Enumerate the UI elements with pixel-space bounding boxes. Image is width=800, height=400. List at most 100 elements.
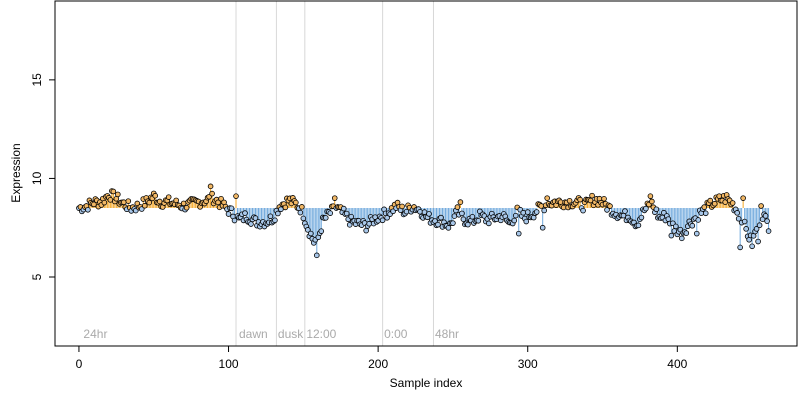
data-point bbox=[421, 209, 428, 215]
data-point bbox=[231, 217, 238, 224]
segment-dividers bbox=[235, 1, 434, 346]
data-point bbox=[693, 230, 700, 237]
data-point bbox=[282, 204, 289, 211]
data-point bbox=[762, 213, 769, 219]
data-point bbox=[665, 216, 672, 222]
data-point bbox=[577, 196, 583, 203]
data-point bbox=[538, 203, 544, 209]
data-point bbox=[695, 217, 702, 223]
data-point bbox=[716, 193, 723, 199]
data-point bbox=[735, 215, 742, 222]
data-point bbox=[753, 226, 760, 232]
data-point bbox=[450, 220, 456, 226]
data-point bbox=[460, 216, 467, 223]
data-point bbox=[541, 207, 547, 214]
segment-label: dusk bbox=[278, 327, 304, 341]
data-point bbox=[156, 198, 163, 205]
data-point bbox=[737, 244, 743, 251]
data-point bbox=[701, 204, 708, 210]
data-point bbox=[183, 204, 190, 211]
data-point bbox=[647, 193, 654, 199]
data-point bbox=[683, 230, 690, 236]
data-point bbox=[107, 197, 114, 203]
data-point bbox=[539, 224, 546, 231]
data-point bbox=[653, 206, 660, 213]
data-point bbox=[515, 230, 522, 237]
data-point bbox=[566, 197, 573, 204]
data-point bbox=[379, 217, 386, 224]
data-point bbox=[313, 252, 320, 259]
data-point bbox=[343, 210, 350, 217]
data-point bbox=[207, 183, 214, 190]
data-point bbox=[635, 222, 642, 229]
data-point bbox=[749, 243, 755, 250]
data-point bbox=[318, 228, 325, 234]
data-point bbox=[702, 210, 709, 217]
data-point bbox=[520, 209, 527, 216]
data-point bbox=[293, 199, 299, 206]
x-tick-label: 100 bbox=[219, 357, 239, 371]
data-point bbox=[228, 205, 235, 212]
segment-label: 24hr bbox=[83, 327, 107, 341]
data-point bbox=[252, 215, 259, 221]
data-point bbox=[215, 199, 221, 206]
data-point bbox=[165, 194, 172, 200]
x-tick-label: 200 bbox=[368, 357, 388, 371]
data-point bbox=[225, 211, 232, 217]
data-point bbox=[533, 209, 540, 215]
data-point bbox=[524, 209, 531, 215]
data-point bbox=[758, 203, 764, 209]
data-point bbox=[743, 226, 749, 232]
segment-label: 12:00 bbox=[306, 327, 336, 341]
plot-frame bbox=[54, 0, 798, 347]
data-point bbox=[399, 203, 405, 210]
x-axis-label: Sample index bbox=[390, 376, 463, 390]
data-point bbox=[622, 208, 628, 214]
y-tick-label: 10 bbox=[30, 171, 44, 185]
x-axis: 0 100 200 300 400 bbox=[76, 345, 688, 371]
data-point bbox=[734, 210, 740, 216]
data-point bbox=[740, 195, 746, 201]
data-point bbox=[101, 199, 108, 206]
data-point bbox=[711, 200, 718, 207]
data-point bbox=[469, 213, 476, 220]
data-point bbox=[233, 193, 239, 199]
segment-label: dawn bbox=[239, 327, 268, 341]
data-point bbox=[512, 212, 519, 219]
data-point bbox=[755, 238, 761, 245]
data-point bbox=[741, 218, 748, 225]
data-point bbox=[218, 195, 224, 202]
data-point bbox=[451, 213, 458, 219]
data-point bbox=[620, 212, 627, 219]
data-point bbox=[146, 199, 153, 206]
data-point bbox=[125, 198, 132, 204]
data-point bbox=[152, 192, 159, 199]
data-point bbox=[756, 222, 763, 229]
x-tick-label: 300 bbox=[518, 357, 538, 371]
data-point bbox=[308, 230, 314, 237]
data-point bbox=[417, 209, 423, 215]
data-point bbox=[115, 191, 121, 198]
segment-label: 0:00 bbox=[384, 327, 408, 341]
data-point bbox=[209, 190, 215, 197]
data-point bbox=[454, 204, 461, 210]
data-point bbox=[765, 228, 772, 234]
data-point bbox=[465, 221, 471, 228]
data-point bbox=[764, 218, 770, 224]
data-points bbox=[76, 183, 772, 259]
data-point bbox=[348, 213, 355, 220]
data-point bbox=[110, 188, 117, 195]
data-point bbox=[85, 207, 91, 213]
data-point bbox=[486, 220, 492, 227]
data-point bbox=[363, 227, 369, 234]
data-point bbox=[242, 210, 248, 216]
data-point bbox=[587, 197, 594, 204]
data-point bbox=[322, 215, 329, 221]
y-tick-label: 5 bbox=[30, 273, 44, 280]
data-point bbox=[475, 217, 482, 224]
data-point bbox=[438, 214, 444, 221]
data-point bbox=[601, 195, 607, 202]
data-point bbox=[327, 210, 334, 216]
data-point bbox=[180, 200, 187, 207]
